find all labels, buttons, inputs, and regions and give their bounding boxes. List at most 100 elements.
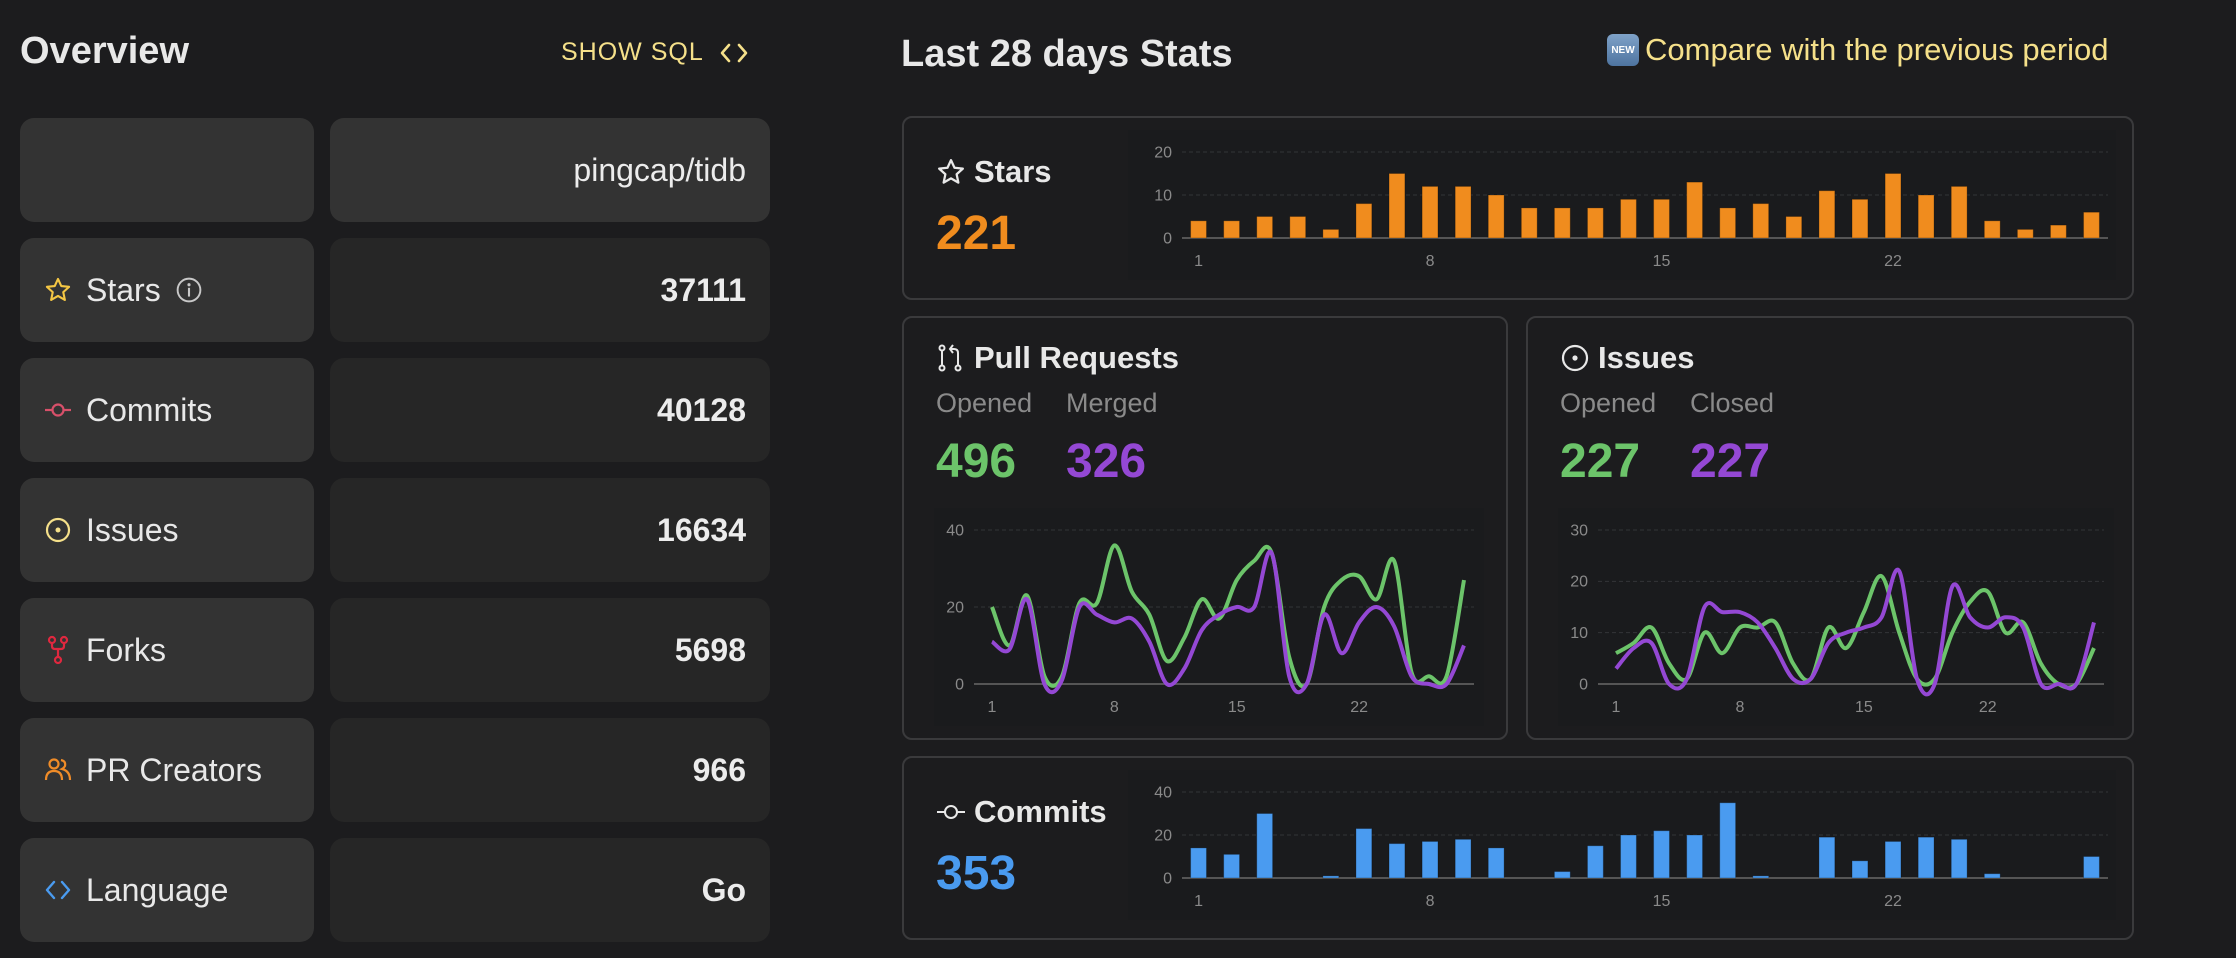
overview-value: 16634 [330, 478, 770, 582]
x-tick-label: 22 [1884, 893, 1902, 910]
overview-key-empty [20, 118, 314, 222]
y-tick-label: 0 [955, 676, 964, 693]
compare-link[interactable]: NEW Compare with the previous period [1607, 32, 2109, 68]
y-tick-label: 0 [1163, 870, 1172, 887]
repo-name: pingcap/tidb [330, 118, 770, 222]
bar [1454, 838, 1472, 879]
issue-icon [45, 517, 71, 543]
people-icon [44, 758, 72, 781]
y-tick-label: 20 [1154, 827, 1172, 844]
overview-row-stars: Stars 37111 [20, 238, 770, 342]
overview-value: Go [330, 838, 770, 942]
overview-label: PR Creators [86, 751, 263, 788]
x-tick-label: 15 [1855, 699, 1873, 716]
y-tick-label: 20 [1570, 574, 1588, 591]
x-tick-label: 1 [1612, 699, 1621, 716]
bar [1752, 203, 1770, 239]
y-tick-label: 0 [1163, 230, 1172, 247]
bar [1719, 207, 1737, 239]
commit-icon [937, 805, 965, 819]
issues-closed-label: Closed [1690, 388, 1775, 418]
bar [1223, 220, 1241, 239]
overview-value: 37111 [330, 238, 770, 342]
x-tick-label: 15 [1228, 699, 1246, 716]
issues-title: Issues [1598, 340, 1695, 375]
x-tick-label: 22 [1979, 699, 1997, 716]
bar [2016, 228, 2034, 239]
x-tick-label: 1 [1194, 253, 1203, 270]
new-badge-icon: NEW [1607, 34, 1639, 66]
code-icon [45, 880, 71, 900]
x-tick-label: 8 [1110, 699, 1119, 716]
bar [1884, 840, 1902, 879]
bar [1256, 216, 1274, 239]
y-tick-label: 20 [1154, 144, 1172, 161]
pr-merged-value: 326 [1066, 435, 1147, 488]
bar [1653, 830, 1670, 879]
bar [1454, 185, 1472, 239]
x-tick-label: 8 [1426, 893, 1435, 910]
overview-row-commits: Commits 40128 [20, 358, 770, 462]
bar [1355, 828, 1373, 879]
overview-row-issues: Issues 16634 [20, 478, 770, 582]
y-tick-label: 0 [1579, 676, 1588, 693]
bar [1818, 190, 1836, 239]
bar [1620, 198, 1637, 239]
info-icon[interactable] [175, 275, 203, 305]
overview-label: Stars [86, 271, 161, 308]
bar [1190, 220, 1207, 239]
x-tick-label: 22 [1350, 699, 1368, 716]
bar [1917, 836, 1935, 879]
x-tick-label: 8 [1426, 253, 1435, 270]
stats-title: Last 28 days Stats [901, 33, 1233, 75]
series-line-opened [990, 543, 1466, 689]
bar [1256, 813, 1274, 879]
bar [1686, 181, 1704, 239]
bar [1223, 853, 1241, 879]
y-tick-label: 40 [946, 522, 964, 539]
y-tick-label: 10 [1570, 625, 1588, 642]
bar [1553, 871, 1571, 879]
bar [1388, 843, 1406, 879]
pull-requests-card: Pull Requests Opened Merged 496 326 0 20 4… [902, 316, 1508, 740]
bar [1950, 838, 1968, 879]
x-tick-label: 22 [1884, 253, 1902, 270]
star-icon [45, 277, 71, 301]
bar [1983, 873, 2001, 879]
show-sql-button[interactable]: SHOW SQL [561, 38, 750, 67]
bar [1487, 847, 1505, 879]
bar [1586, 845, 1604, 879]
bar [1322, 875, 1340, 879]
issues-card: Issues Opened Closed 227 227 0 10 20 30 1 8 15… [1526, 316, 2134, 740]
overview-label: Forks [86, 631, 166, 668]
commit-icon [45, 403, 71, 417]
pull-requests-title: Pull Requests [974, 340, 1179, 375]
stars-card: Stars 221 0 10 20 1 8 15 22 [902, 116, 2134, 300]
compare-label: Compare with the previous period [1645, 32, 2109, 67]
bar [1884, 173, 1902, 239]
bar [2083, 856, 2100, 879]
series-line-closed [1614, 567, 2096, 697]
bar [1388, 173, 1406, 239]
bar [1785, 216, 1803, 239]
bar [1950, 185, 1968, 239]
commits-card-title: Commits [974, 794, 1107, 829]
issues-line-chart: 0 10 20 30 1 8 15 22 [1570, 522, 2104, 716]
overview-repo-row: pingcap/tidb [20, 118, 770, 222]
bar [1620, 834, 1637, 879]
fork-icon [47, 635, 69, 665]
y-tick-label: 40 [1154, 784, 1172, 801]
x-tick-label: 1 [1194, 893, 1203, 910]
overview-label: Language [86, 871, 229, 908]
pull-requests-line-chart: 0 20 40 1 8 15 22 [946, 522, 1474, 716]
bar [1355, 203, 1373, 239]
series-line-opened [1614, 574, 2096, 690]
bar [1322, 228, 1340, 239]
bar [1752, 875, 1770, 879]
bar [1421, 840, 1439, 879]
pr-opened-value: 496 [936, 435, 1017, 488]
bar [1917, 194, 1935, 239]
commits-total: 353 [936, 847, 1017, 900]
overview-row-forks: Forks 5698 [20, 598, 770, 702]
code-icon [720, 43, 748, 62]
